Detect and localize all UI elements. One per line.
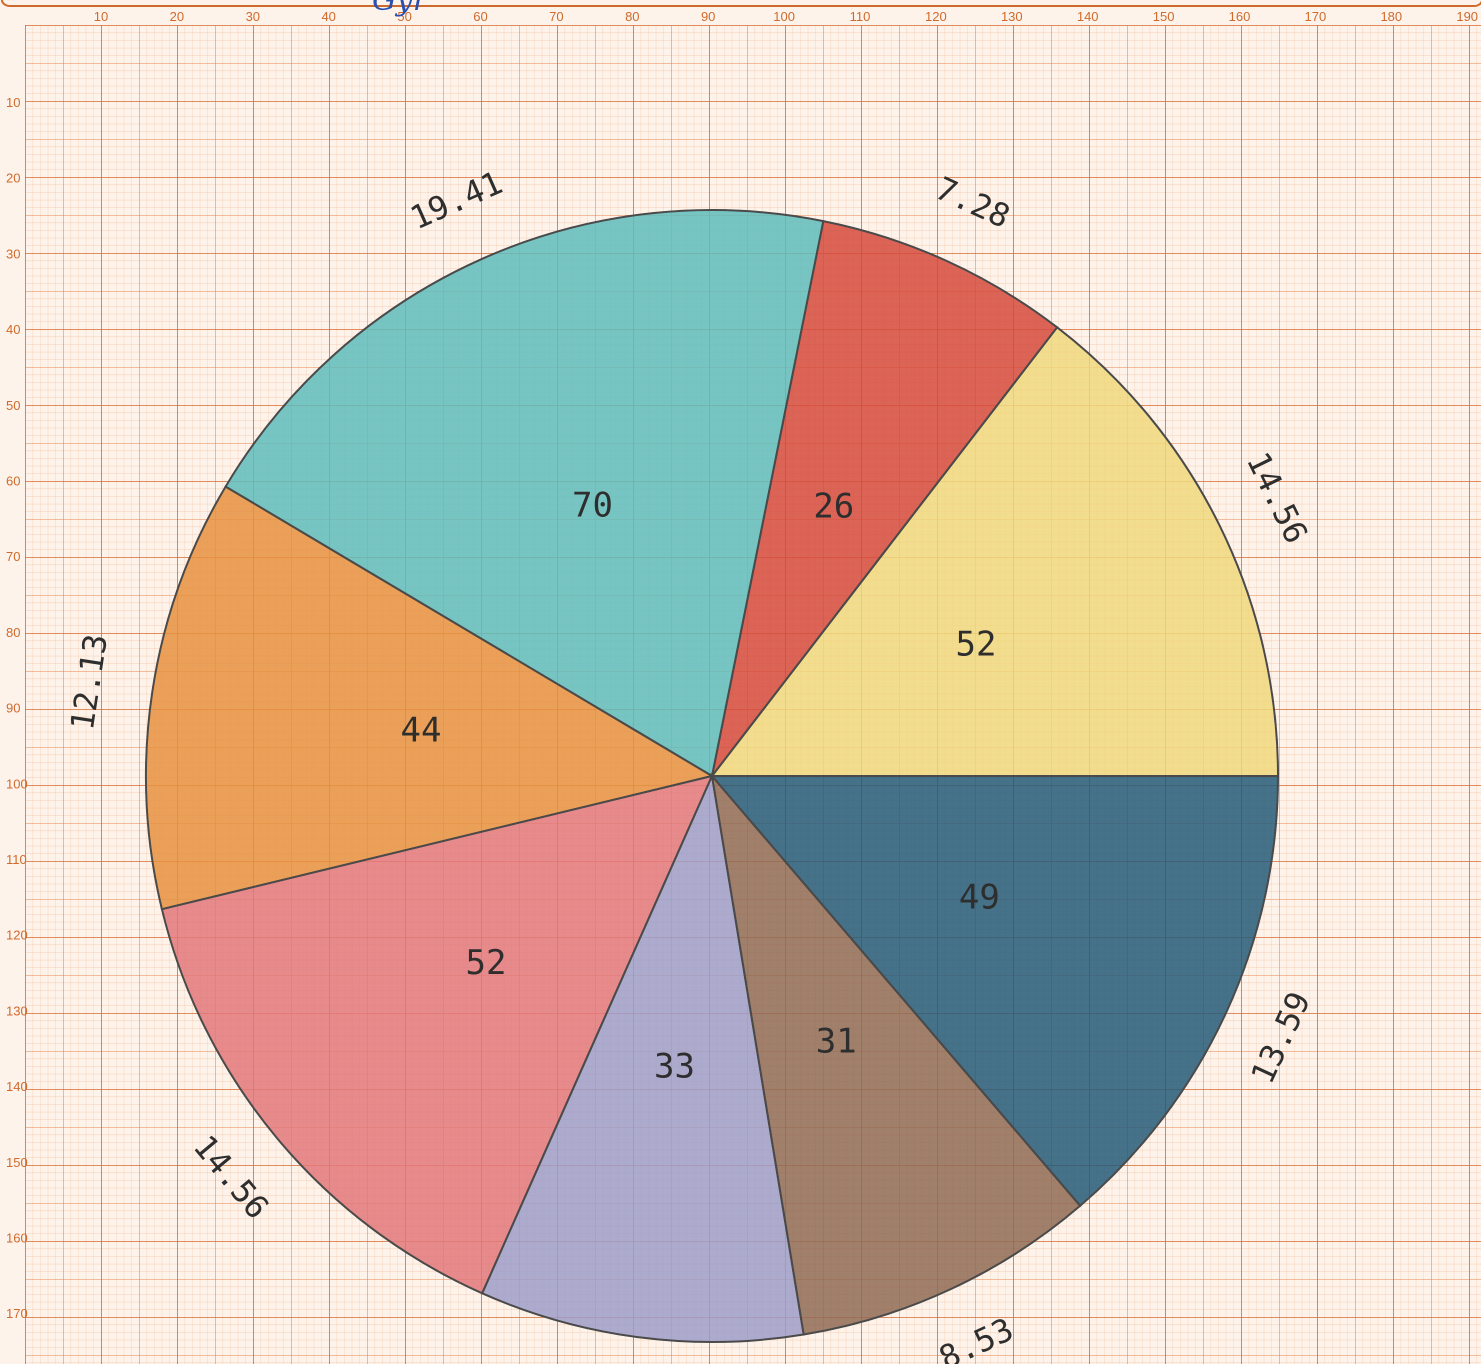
slice-angle-label: 26 <box>813 487 854 527</box>
x-tick-label: 190 <box>1456 9 1478 24</box>
pie-slice <box>224 209 825 778</box>
x-tick-label: 160 <box>1229 9 1251 24</box>
y-tick-label: 150 <box>6 1155 28 1170</box>
x-tick-label: 150 <box>1153 9 1175 24</box>
y-tick-label: 140 <box>6 1079 28 1094</box>
x-axis-ticks: 10 20 30 40 50 60 70 80 90 100 110 120 130 140 150 160 1… <box>94 9 1478 24</box>
x-tick-label: 100 <box>773 9 795 24</box>
slice-angle-label: 44 <box>401 711 442 751</box>
x-tick-label: 20 <box>170 9 184 24</box>
x-tick-label: 90 <box>701 9 715 24</box>
y-tick-label: 50 <box>6 398 20 413</box>
y-tick-label: 90 <box>6 701 20 716</box>
y-tick-label: 70 <box>6 549 20 564</box>
y-tick-label: 170 <box>6 1306 28 1321</box>
y-tick-label: 10 <box>6 95 20 110</box>
x-tick-label: 30 <box>246 9 260 24</box>
x-tick-label: 170 <box>1305 9 1327 24</box>
slice-angle-label: 31 <box>816 1021 857 1061</box>
x-tick-label: 80 <box>625 9 639 24</box>
pie-slice <box>160 774 714 1295</box>
y-tick-label: 120 <box>6 928 28 943</box>
y-tick-label: 30 <box>6 246 20 261</box>
x-tick-label: 50 <box>397 9 411 24</box>
pie-slice <box>709 325 1280 777</box>
y-axis-ticks: 10 20 30 40 50 60 70 80 90 100 110 120 130 140 150 160 1… <box>6 95 28 1321</box>
x-tick-label: 120 <box>925 9 947 24</box>
y-tick-label: 100 <box>6 776 28 791</box>
x-tick-label: 40 <box>321 9 335 24</box>
pie-slice <box>480 772 805 1343</box>
y-tick-label: 80 <box>6 625 20 640</box>
y-tick-label: 110 <box>6 852 27 867</box>
y-tick-label: 40 <box>6 322 20 337</box>
top-margin-border <box>1 0 1481 7</box>
pie-slice <box>711 219 1059 777</box>
slice-angle-label: 33 <box>654 1046 695 1086</box>
x-tick-label: 10 <box>94 9 108 24</box>
slice-angle-label: 49 <box>959 878 1000 918</box>
x-tick-label: 70 <box>549 9 563 24</box>
slice-angle-label: 52 <box>956 625 997 665</box>
y-tick-label: 160 <box>6 1231 28 1246</box>
handwritten-header-fragment: Gyr <box>372 0 429 18</box>
x-tick-label: 130 <box>1001 9 1023 24</box>
pie-slice <box>709 775 1280 1208</box>
x-tick-label: 110 <box>850 9 871 24</box>
slice-angle-label: 52 <box>466 943 507 983</box>
y-tick-label: 60 <box>6 474 20 489</box>
y-tick-label: 130 <box>6 1003 28 1018</box>
x-tick-label: 140 <box>1077 9 1099 24</box>
x-tick-label: 180 <box>1380 9 1402 24</box>
pie-slices <box>145 209 1280 1343</box>
slice-angle-label: 70 <box>572 486 613 526</box>
pie-slice <box>145 485 715 911</box>
y-tick-label: 20 <box>6 171 20 186</box>
pie-slice <box>710 772 1082 1336</box>
x-tick-label: 60 <box>473 9 487 24</box>
pie-angle-labels: 52 26 70 44 52 33 31 49 <box>401 486 1000 1087</box>
